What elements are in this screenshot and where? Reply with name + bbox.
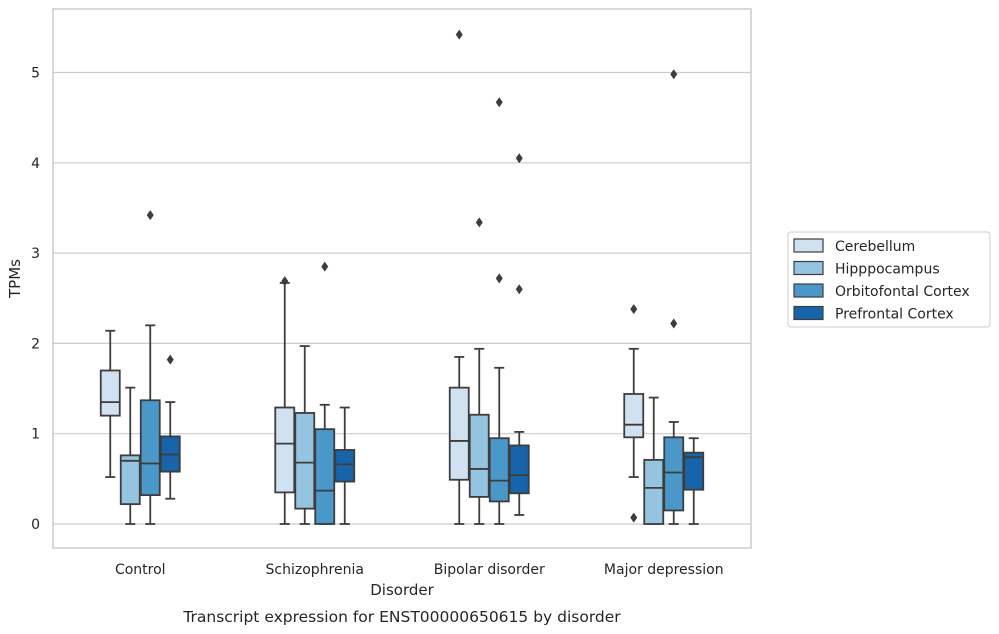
series-cerebellum: [99, 29, 645, 525]
outlier-point: [166, 354, 174, 365]
box-body: [314, 428, 336, 525]
x-tick-labels: Control Schizophrenia Bipolar disorder Majo…: [115, 562, 724, 578]
box-body: [99, 369, 121, 417]
series-hipppocampus: [119, 217, 665, 525]
series-prefrontal-cortex: [159, 153, 705, 525]
series-orbitofontal-cortex: [139, 69, 685, 525]
outlier-point: [321, 261, 329, 272]
box-body: [623, 393, 645, 439]
outlier-point: [495, 273, 503, 284]
legend-item: Cerebellum: [793, 238, 915, 255]
box: [294, 345, 316, 525]
outlier-point: [670, 69, 678, 80]
legend-label: Cerebellum: [835, 239, 915, 255]
box: [334, 406, 356, 525]
y-axis-label: TPMs: [6, 259, 24, 299]
y-tick-label: 0: [31, 517, 40, 533]
box-body: [468, 413, 490, 498]
legend-item: Prefrontal Cortex: [793, 305, 954, 323]
box: [99, 329, 121, 478]
box: [119, 386, 141, 525]
box-body: [643, 458, 665, 525]
legend-swatch: [793, 305, 824, 321]
x-tick-label: Bipolar disorder: [434, 562, 545, 578]
y-tick-labels: 0 1 2 3 4 5: [31, 66, 40, 534]
outlier-point: [670, 318, 678, 329]
outlier-point: [515, 153, 523, 164]
box: [643, 396, 665, 525]
box-body: [119, 454, 141, 506]
box-body: [508, 444, 530, 495]
box: [683, 437, 705, 525]
box: [159, 354, 181, 500]
figure-caption: Transcript expression for ENST0000065061…: [182, 608, 621, 626]
legend-swatch: [793, 283, 824, 298]
box-body: [334, 449, 356, 483]
box: [663, 69, 685, 525]
box: [139, 210, 161, 525]
box: [468, 217, 490, 525]
box-body: [488, 437, 510, 503]
y-tick-label: 1: [31, 427, 40, 443]
box: [508, 153, 530, 516]
legend: Cerebellum Hipppocampus Orbitofontal Corte…: [787, 231, 991, 328]
outlier-point: [455, 29, 463, 40]
box: [314, 261, 336, 525]
x-tick-label: Schizophrenia: [266, 562, 364, 578]
grid-lines: [53, 71, 751, 525]
legend-item: Hipppocampus: [793, 260, 940, 278]
outlier-point: [281, 276, 289, 287]
legend-swatch: [793, 238, 824, 253]
box-body: [663, 436, 685, 512]
box: [274, 276, 296, 525]
outlier-point: [630, 512, 638, 523]
outlier-point: [146, 210, 154, 221]
legend-swatch: [793, 260, 824, 276]
box-body: [448, 386, 470, 481]
x-tick-label: Control: [115, 562, 166, 578]
outlier-point: [515, 284, 523, 295]
legend-frame: [787, 231, 991, 328]
y-tick-label: 3: [31, 246, 40, 262]
box-plot-series: [99, 29, 705, 525]
legend-item: Orbitofontal Cortex: [793, 283, 970, 300]
box-body: [683, 451, 705, 491]
legend-label: Hipppocampus: [835, 262, 940, 278]
outlier-point: [475, 217, 483, 228]
box: [488, 97, 510, 525]
x-tick-label: Major depression: [604, 562, 724, 578]
box: [448, 29, 470, 525]
legend-label: Prefrontal Cortex: [835, 307, 954, 323]
outlier-point: [630, 304, 638, 315]
x-axis-label: Disorder: [370, 581, 434, 599]
outlier-point: [495, 97, 503, 108]
box-body: [274, 406, 296, 494]
legend-label: Orbitofontal Cortex: [835, 284, 970, 300]
box-body: [294, 412, 316, 510]
y-tick-label: 5: [31, 66, 40, 82]
box-body: [139, 399, 161, 497]
y-tick-label: 4: [31, 156, 40, 172]
box: [623, 304, 645, 523]
plot-frame: [52, 8, 752, 549]
y-tick-label: 2: [31, 336, 40, 352]
